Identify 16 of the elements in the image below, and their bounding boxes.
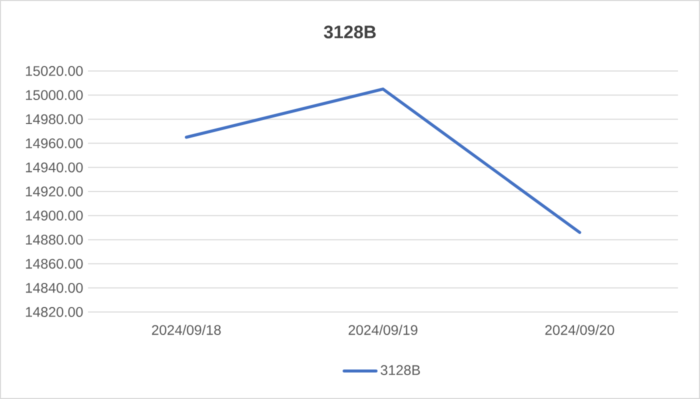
y-tick-label: 15020.00: [26, 66, 83, 76]
y-tick-label: 14900.00: [26, 210, 83, 221]
y-tick-label: 14840.00: [26, 282, 83, 293]
y-tick-label: 14940.00: [26, 162, 83, 172]
legend-label: 3128B: [380, 365, 420, 376]
y-tick-label: 14860.00: [26, 258, 83, 269]
x-tick-label: 2024/09/20: [545, 324, 614, 335]
y-tick-label: 14820.00: [26, 307, 83, 317]
y-tick-label: 14920.00: [26, 186, 83, 196]
y-tick-label: 15000.00: [26, 90, 83, 100]
x-tick-label: 2024/09/19: [348, 324, 418, 335]
chart-title: 3128B: [324, 26, 376, 38]
y-tick-label: 14980.00: [26, 114, 83, 124]
x-tick-label: 2024/09/18: [152, 324, 221, 335]
y-tick-label: 14880.00: [26, 234, 83, 245]
y-tick-label: 14960.00: [26, 138, 83, 148]
